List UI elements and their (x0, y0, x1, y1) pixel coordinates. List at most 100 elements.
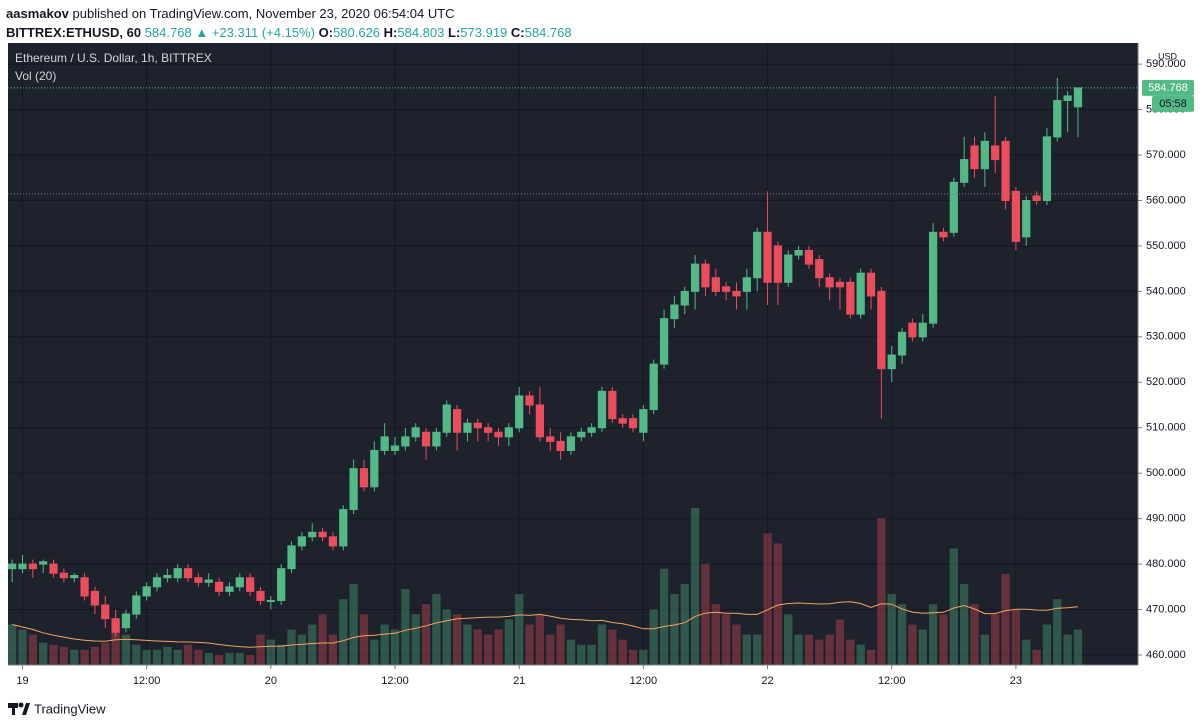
candle-body (773, 245, 783, 283)
volume-bar (722, 614, 731, 665)
candle-body (535, 404, 545, 438)
volume-bar (142, 649, 151, 665)
volume-bar (1032, 649, 1041, 665)
candle-body (877, 290, 886, 370)
volume-bar (701, 563, 710, 665)
volume-bar (732, 624, 741, 665)
candle-body (597, 390, 607, 429)
volume-bar (328, 634, 338, 665)
candle-body (370, 449, 379, 488)
ohlc-value: 573.919 (460, 25, 508, 40)
candle-body (421, 431, 431, 447)
logo (8, 702, 30, 715)
candle-body (980, 140, 989, 170)
volume-bar (980, 634, 989, 665)
candle-body (928, 231, 938, 324)
candle-body (152, 577, 162, 588)
candle-body (411, 427, 420, 438)
volume-bar (183, 644, 193, 665)
candle-body (835, 281, 845, 288)
candle-body (432, 431, 441, 447)
y-tick-label: 590.000 (1146, 58, 1186, 70)
volume-bar (380, 624, 389, 665)
y-tick-label: 500.000 (1146, 467, 1186, 479)
volume-bar (659, 568, 669, 665)
volume-bar (763, 533, 772, 665)
volume-bar (711, 604, 720, 665)
volume-bar (546, 634, 555, 665)
x-tick-label: 12:00 (878, 675, 906, 687)
candle-body (566, 436, 576, 451)
candle-body (732, 290, 741, 297)
volume-bar (59, 646, 69, 665)
candle-body (711, 277, 720, 292)
candle-body (1022, 199, 1031, 238)
candle-body (866, 272, 876, 297)
last: 584.768 (144, 25, 192, 40)
candle-body (577, 431, 586, 438)
volume-bar (504, 619, 513, 665)
volume-bar (8, 624, 17, 665)
volume-bar (80, 649, 89, 665)
candle-body (380, 436, 389, 451)
ohlc-label: O: (318, 25, 334, 40)
volume-bar (680, 583, 689, 665)
candle-body (173, 568, 182, 579)
candle-body (960, 159, 969, 183)
candle-body (90, 590, 100, 606)
volume-bar (28, 634, 37, 665)
volume-bar (649, 609, 658, 665)
candle-body (628, 418, 638, 429)
candle-body (287, 545, 296, 570)
volume-bar (39, 642, 48, 665)
volume-bar (515, 594, 524, 665)
published: published on TradingView.com, November 2… (72, 6, 455, 21)
volume-bar (535, 614, 545, 665)
volume-bar (991, 614, 1000, 665)
candle-body (618, 418, 627, 424)
candle-body (256, 590, 265, 601)
candle-body (204, 579, 213, 583)
candle-body (897, 331, 907, 356)
x-tick-label: 12:00 (381, 675, 409, 687)
volume-bar (173, 649, 182, 665)
volume-bar (815, 639, 824, 665)
y-tick-label: 490.000 (1146, 513, 1186, 525)
candle-body (18, 563, 27, 570)
volume-bar (908, 624, 917, 665)
candle-body (28, 563, 37, 570)
volume-bar (194, 649, 203, 665)
candle-body (39, 561, 48, 565)
volume-bar (318, 614, 327, 665)
y-tick-label: 540.000 (1146, 285, 1186, 297)
candle-body (794, 249, 803, 256)
volume-bar (308, 624, 317, 665)
volume-bar (349, 583, 358, 665)
volume-bar (846, 639, 855, 665)
volume-bar (928, 604, 938, 665)
candle-body (277, 568, 286, 601)
header: aasmakov published on TradingView.com, N… (6, 4, 572, 42)
volume-bar (825, 634, 834, 665)
candle-body (659, 318, 669, 365)
volume-bar (452, 614, 462, 665)
volume-bar (339, 599, 348, 665)
volume-bar (411, 614, 420, 665)
candle-body (101, 604, 110, 620)
candle-body (1011, 190, 1021, 242)
volume-bar (473, 629, 482, 665)
volume-bar (690, 508, 700, 665)
volume-bar (225, 652, 234, 665)
candle-body (214, 581, 224, 592)
symbol: BITTREX:ETHUSD, 60 (6, 25, 142, 40)
candle-body (8, 563, 17, 570)
volume-bar (887, 594, 896, 665)
candle-body (722, 286, 731, 292)
volume-bar (742, 634, 751, 665)
x-tick-label: 12:00 (630, 675, 658, 687)
volume-bar (960, 583, 969, 665)
candle-body (183, 568, 193, 579)
volume-bar (970, 604, 979, 665)
volume-bar (235, 652, 244, 665)
